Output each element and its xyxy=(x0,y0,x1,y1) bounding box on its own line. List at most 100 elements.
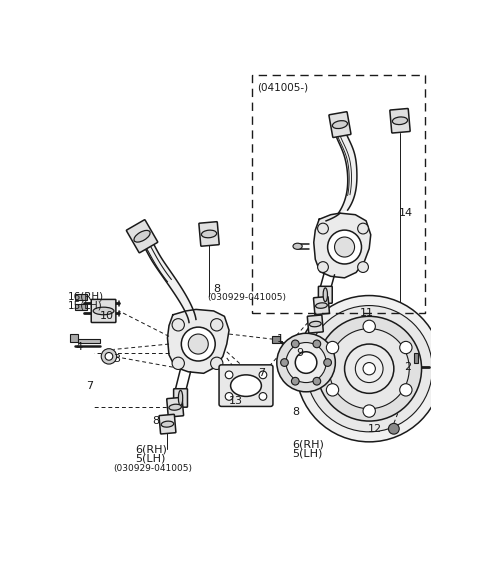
Text: 7: 7 xyxy=(258,368,265,378)
FancyBboxPatch shape xyxy=(91,299,116,323)
Text: 9: 9 xyxy=(296,348,303,359)
Circle shape xyxy=(295,352,317,373)
Circle shape xyxy=(400,384,412,396)
Circle shape xyxy=(363,363,375,375)
Ellipse shape xyxy=(333,121,348,129)
Circle shape xyxy=(172,319,184,331)
Ellipse shape xyxy=(293,243,302,249)
Text: 3: 3 xyxy=(114,355,120,364)
FancyBboxPatch shape xyxy=(167,397,183,417)
Circle shape xyxy=(345,344,394,393)
Circle shape xyxy=(296,296,443,442)
Circle shape xyxy=(324,359,332,367)
Bar xyxy=(252,75,425,314)
Circle shape xyxy=(358,223,369,234)
Circle shape xyxy=(281,359,288,367)
Circle shape xyxy=(211,357,223,369)
FancyBboxPatch shape xyxy=(318,286,332,303)
Circle shape xyxy=(306,306,432,432)
Circle shape xyxy=(225,371,233,378)
Text: 8: 8 xyxy=(292,407,300,417)
Circle shape xyxy=(388,424,399,434)
Polygon shape xyxy=(168,310,229,373)
PathPatch shape xyxy=(137,236,196,323)
Text: 7: 7 xyxy=(86,381,93,392)
Circle shape xyxy=(286,343,326,382)
Circle shape xyxy=(326,384,339,396)
FancyBboxPatch shape xyxy=(219,365,273,406)
Text: 10: 10 xyxy=(100,311,114,321)
Circle shape xyxy=(335,237,355,257)
FancyBboxPatch shape xyxy=(159,414,176,434)
Ellipse shape xyxy=(323,288,327,302)
Text: 4: 4 xyxy=(75,342,82,352)
FancyBboxPatch shape xyxy=(390,108,410,133)
Text: 8: 8 xyxy=(214,284,221,294)
Bar xyxy=(414,353,419,363)
Circle shape xyxy=(328,230,361,264)
Ellipse shape xyxy=(230,375,262,396)
Circle shape xyxy=(259,393,267,400)
Bar xyxy=(71,334,78,342)
PathPatch shape xyxy=(335,127,357,213)
Text: 6(RH): 6(RH) xyxy=(292,439,324,449)
Ellipse shape xyxy=(310,321,321,327)
Text: 11: 11 xyxy=(360,308,374,318)
Circle shape xyxy=(259,371,267,378)
Circle shape xyxy=(326,341,339,353)
Circle shape xyxy=(318,223,328,234)
FancyBboxPatch shape xyxy=(199,222,219,246)
Text: 14: 14 xyxy=(398,208,413,218)
Text: 12: 12 xyxy=(368,424,382,434)
Ellipse shape xyxy=(202,230,216,238)
Text: 5(LH): 5(LH) xyxy=(292,449,323,458)
Ellipse shape xyxy=(161,421,174,427)
Text: 8: 8 xyxy=(152,416,159,426)
Text: 1: 1 xyxy=(277,335,284,344)
Circle shape xyxy=(225,393,233,400)
FancyBboxPatch shape xyxy=(313,296,329,315)
Circle shape xyxy=(313,377,321,385)
Ellipse shape xyxy=(392,117,408,125)
Ellipse shape xyxy=(315,303,327,308)
Circle shape xyxy=(355,355,383,382)
Circle shape xyxy=(291,377,299,385)
Circle shape xyxy=(211,319,223,331)
Circle shape xyxy=(188,334,208,354)
Circle shape xyxy=(400,341,412,353)
Text: (041005-): (041005-) xyxy=(258,82,309,92)
Circle shape xyxy=(105,352,113,360)
Bar xyxy=(272,336,280,343)
Text: 2: 2 xyxy=(405,362,412,372)
Circle shape xyxy=(318,262,328,272)
Circle shape xyxy=(277,333,336,392)
Circle shape xyxy=(172,357,184,369)
Text: 5(LH): 5(LH) xyxy=(135,454,166,464)
Text: (030929-041005): (030929-041005) xyxy=(114,463,192,473)
Circle shape xyxy=(181,327,215,361)
Ellipse shape xyxy=(169,404,181,410)
Ellipse shape xyxy=(179,390,183,406)
Circle shape xyxy=(329,329,409,409)
Circle shape xyxy=(291,340,299,348)
Text: 16(RH): 16(RH) xyxy=(67,291,104,302)
Ellipse shape xyxy=(134,230,150,242)
FancyBboxPatch shape xyxy=(307,315,323,333)
Circle shape xyxy=(363,405,375,417)
Bar xyxy=(78,339,100,343)
FancyBboxPatch shape xyxy=(174,389,188,407)
Text: (030929-041005): (030929-041005) xyxy=(207,294,287,302)
Circle shape xyxy=(313,340,321,348)
FancyBboxPatch shape xyxy=(329,112,351,137)
Text: 15(LH): 15(LH) xyxy=(67,300,102,311)
Circle shape xyxy=(358,262,369,272)
Bar xyxy=(75,304,86,310)
Text: 6(RH): 6(RH) xyxy=(135,445,167,454)
Ellipse shape xyxy=(93,307,114,315)
Circle shape xyxy=(363,320,375,332)
Text: 13: 13 xyxy=(229,396,243,406)
FancyBboxPatch shape xyxy=(126,220,158,253)
Bar xyxy=(75,294,86,300)
Circle shape xyxy=(317,316,421,421)
Polygon shape xyxy=(314,213,371,278)
